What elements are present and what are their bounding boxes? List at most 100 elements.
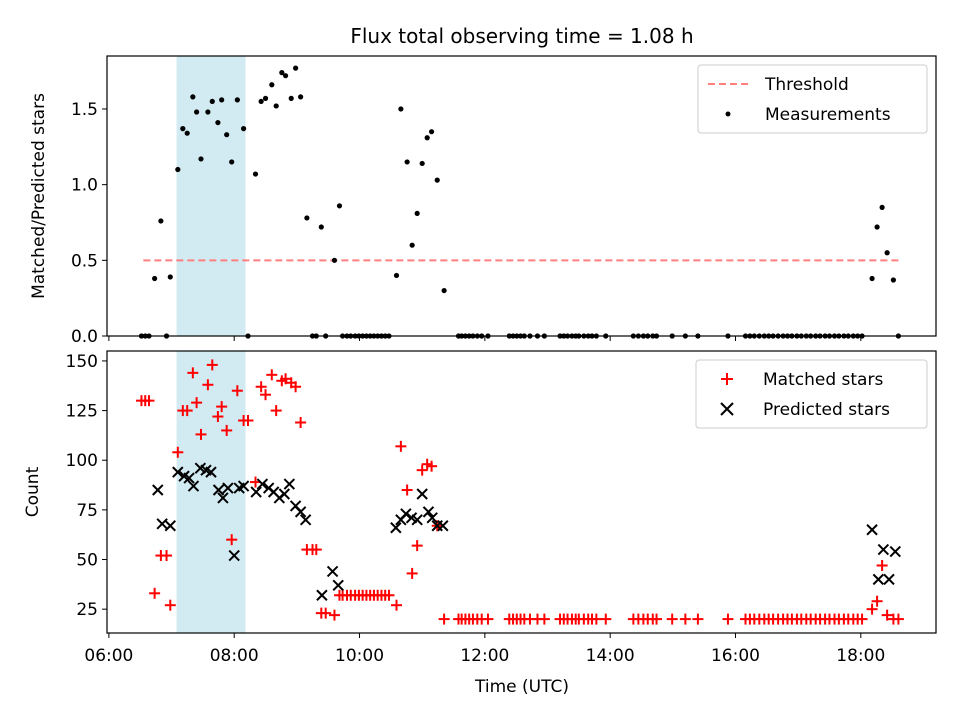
predicted-star-point <box>187 480 200 492</box>
measurement-point <box>158 218 164 224</box>
predicted-star-point <box>872 573 885 586</box>
predicted-star-point <box>164 520 176 532</box>
measurement-point <box>234 97 240 103</box>
measurement-point <box>215 119 221 126</box>
predicted-star-point <box>316 589 328 601</box>
x-tick-label: 08:00 <box>210 646 259 666</box>
measurement-point <box>404 159 410 165</box>
legend-measurements-swatch <box>725 111 731 117</box>
matched-star-point <box>242 415 254 427</box>
matched-star-point <box>590 613 602 625</box>
predicted-star-point <box>866 524 878 536</box>
predicted-star-point <box>426 512 438 524</box>
x-tick-label: 06:00 <box>84 646 133 666</box>
predicted-star-point <box>212 484 225 496</box>
matched-star-point <box>295 416 307 428</box>
measurement-point <box>409 242 415 248</box>
predicted-star-point <box>256 478 269 490</box>
ratio-legend: Threshold Measurements <box>697 64 928 134</box>
predicted-star-point <box>411 514 423 526</box>
x-axis-label: Time (UTC) <box>474 677 569 697</box>
legend-threshold-label: Threshold <box>764 75 849 95</box>
measurement-point <box>184 130 190 136</box>
y-tick-label: 0.5 <box>71 251 98 271</box>
count-legend-box <box>695 359 928 429</box>
measurement-point <box>398 106 404 112</box>
measurement-point <box>419 160 425 167</box>
measurement-point <box>298 94 304 100</box>
measurement-point <box>288 95 294 101</box>
matched-star-point <box>187 367 199 379</box>
matched-star-point <box>149 587 161 599</box>
measurement-point <box>279 70 285 76</box>
predicted-star-point <box>299 514 312 526</box>
matched-star-point <box>401 484 413 496</box>
count-panel: 25 50 75 100 125 150 06:00 08:00 10:00 12:00 14:0… <box>23 350 937 697</box>
measurement-point <box>879 204 885 210</box>
predicted-star-point <box>294 506 307 518</box>
measurement-point <box>224 132 230 138</box>
y-tick-label: 100 <box>66 451 98 471</box>
matched-star-point <box>206 359 218 371</box>
ratio-panel-ylabel: Matched/Predicted stars <box>29 93 49 299</box>
matched-star-point <box>231 385 243 397</box>
predicted-star-point <box>400 508 412 520</box>
measurement-point <box>336 203 343 209</box>
predicted-star-point <box>205 466 217 478</box>
predicted-star-point <box>152 484 164 496</box>
ratio-panel-frame <box>106 55 937 337</box>
matched-star-point <box>280 373 292 385</box>
matched-star-point <box>722 613 734 625</box>
predicted-star-point <box>278 488 291 500</box>
measurement-point <box>241 126 247 132</box>
measurement-point <box>434 177 440 183</box>
measurement-point <box>424 135 430 141</box>
matched-star-point <box>172 446 184 458</box>
ratio-panel-highlight <box>176 56 246 336</box>
matched-star-point <box>651 613 663 625</box>
measurement-point <box>269 82 275 88</box>
chart-title: Flux total observing time = 1.08 h <box>350 24 693 48</box>
matched-star-point <box>679 613 691 625</box>
predicted-star-point <box>283 478 296 490</box>
predicted-star-point <box>883 573 895 586</box>
legend-matched-label: Matched stars <box>763 370 883 390</box>
matched-star-point <box>866 603 878 615</box>
matched-star-point <box>871 595 883 607</box>
y-tick-label: 1.0 <box>71 176 98 196</box>
matched-stars-points <box>135 359 904 625</box>
matched-star-point <box>164 599 176 611</box>
measurement-point <box>258 98 264 105</box>
measurement-point <box>229 159 235 165</box>
matched-star-point <box>666 613 678 625</box>
matched-star-point <box>181 405 193 417</box>
matched-star-point <box>195 428 207 440</box>
predicted-star-point <box>332 579 344 592</box>
predicted-star-point <box>422 506 435 518</box>
predicted-star-point <box>326 565 339 578</box>
matched-star-point <box>881 609 893 621</box>
measurement-point <box>331 257 338 263</box>
matched-star-point <box>221 424 233 436</box>
matched-star-point <box>426 460 438 472</box>
predicted-star-point <box>228 549 240 562</box>
measurement-point <box>190 94 196 100</box>
matched-star-point <box>600 613 612 625</box>
measurement-point <box>874 224 880 230</box>
legend-matched-swatch <box>721 373 733 385</box>
y-tick-label: 150 <box>66 352 98 372</box>
measurement-point <box>318 224 324 230</box>
x-tick-label: 14:00 <box>586 646 635 666</box>
matched-star-point <box>212 411 224 423</box>
predicted-stars-points <box>152 462 901 601</box>
x-tick-label: 12:00 <box>460 646 509 666</box>
measurement-point <box>175 166 181 173</box>
matched-star-point <box>692 613 704 625</box>
matched-star-point <box>260 389 272 401</box>
measurement-point <box>293 65 299 71</box>
matched-star-point <box>856 613 868 625</box>
matched-star-point <box>395 440 407 452</box>
measurement-point <box>219 97 225 103</box>
matched-star-point <box>438 613 450 625</box>
